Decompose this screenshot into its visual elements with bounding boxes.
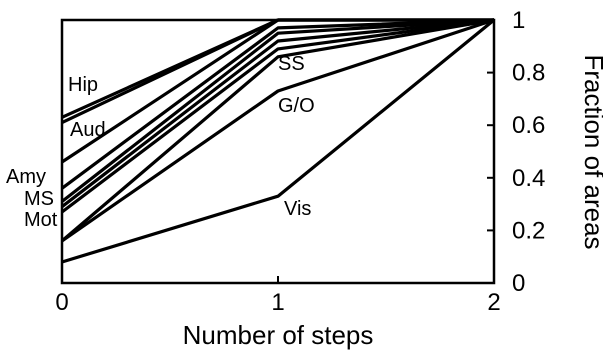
y-tick-label: 0	[512, 270, 525, 297]
series-label-ms: MS	[24, 188, 54, 210]
x-axis-label: Number of steps	[183, 320, 374, 350]
y-tick-label: 0.6	[512, 112, 545, 139]
series-label-vis: Vis	[284, 198, 311, 220]
x-tick-label: 1	[271, 289, 284, 316]
series-line-g-o	[61, 18, 495, 243]
y-axis-ticks: 0 0.2 0.4 0.6 0.8 1	[487, 7, 545, 297]
series-label-ss: SS	[278, 53, 305, 75]
series-line-aud	[61, 18, 494, 164]
y-axis-label: Fraction of areas	[579, 54, 603, 249]
series-line-amy	[61, 18, 495, 190]
series-line-unlabeled-5	[61, 18, 495, 208]
x-tick-label: 0	[55, 289, 68, 316]
series-layer	[60, 18, 496, 264]
series-line-mot	[60, 18, 495, 243]
series-label-aud: Aud	[70, 119, 106, 141]
series-label-amy: Amy	[6, 166, 46, 188]
x-axis-ticks: 0 1 2	[55, 276, 501, 316]
y-tick-label: 1	[512, 7, 525, 34]
series-line-vis	[61, 18, 496, 264]
series-line-ss	[61, 18, 495, 214]
y-tick-label: 0.2	[512, 217, 545, 244]
y-tick-label: 0.4	[512, 165, 545, 192]
series-label-hip: Hip	[68, 74, 98, 96]
series-line-ms	[61, 18, 495, 203]
series-label-mot: Mot	[24, 209, 58, 231]
x-tick-label: 2	[487, 289, 500, 316]
series-label-g-o: G/O	[278, 95, 315, 117]
y-tick-label: 0.8	[512, 60, 545, 87]
